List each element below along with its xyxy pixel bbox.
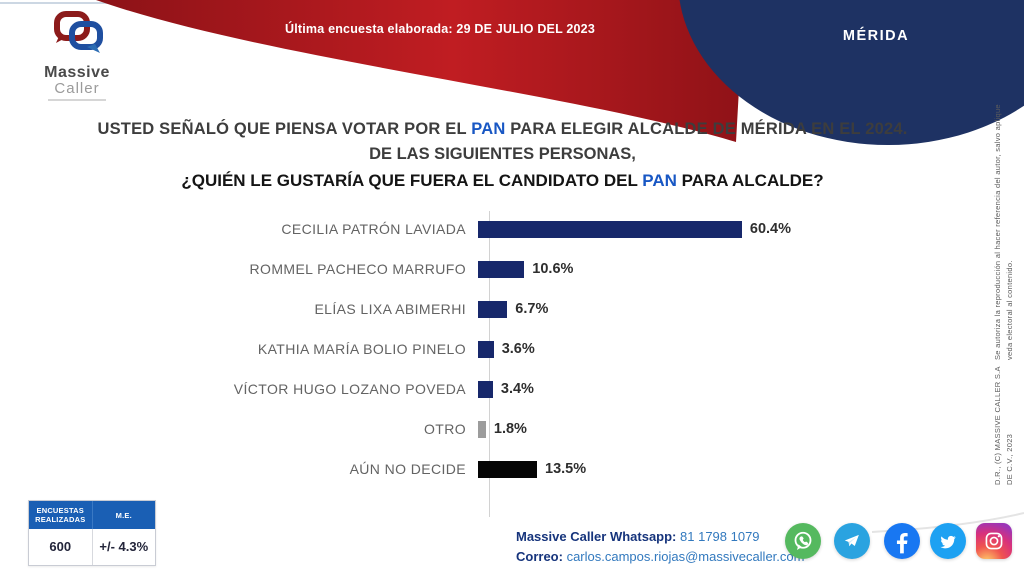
stats-header-margin-error: M.E. — [115, 510, 132, 520]
copyright-line: D.R., (C) MASSIVE CALLER S.A DE C.V., 20… — [993, 366, 1014, 485]
instagram-icon[interactable] — [976, 523, 1012, 559]
email-address[interactable]: carlos.campos.riojas@massivecaller.com — [566, 549, 805, 564]
twitter-icon[interactable] — [930, 523, 966, 559]
top-hairline — [0, 2, 1024, 4]
chart-row: AÚN NO DECIDE 13.5% — [148, 449, 868, 489]
chart-row: CECILIA PATRÓN LAVIADA 60.4% — [148, 209, 868, 249]
question-line-3: ¿QUIÉN LE GUSTARÍA QUE FUERA EL CANDIDAT… — [181, 171, 824, 190]
logo-text-massive: Massive — [44, 64, 110, 81]
logo-text-caller: Caller — [54, 80, 100, 97]
bar-value: 13.5% — [545, 461, 587, 477]
survey-question: USTED SEÑALÓ QUE PIENSA VOTAR POR EL PAN… — [35, 117, 970, 195]
whatsapp-icon[interactable] — [785, 523, 821, 559]
bar-value: 3.6% — [501, 341, 535, 357]
bar — [478, 260, 525, 278]
candidate-label: ELÍAS LIXA ABIMERHI — [314, 301, 466, 317]
stats-header-surveys: ENCUESTAS REALIZADAS — [29, 501, 93, 529]
bar — [478, 460, 537, 478]
bar — [478, 340, 494, 358]
contact-info: Massive Caller Whatsapp: 81 1798 1079 Co… — [516, 527, 804, 567]
logo-bubbles-icon — [54, 11, 103, 53]
chart-row: ROMMEL PACHECO MARRUFO 10.6% — [148, 249, 868, 289]
bar — [478, 380, 493, 398]
bar — [478, 420, 486, 438]
telegram-icon[interactable] — [834, 523, 870, 559]
chart-axis-line — [489, 211, 490, 517]
candidate-label: AÚN NO DECIDE — [349, 461, 466, 477]
facebook-icon[interactable] — [884, 523, 920, 559]
bar-value: 1.8% — [493, 421, 527, 437]
bar-value: 60.4% — [749, 221, 792, 237]
poll-bar-chart: CECILIA PATRÓN LAVIADA 60.4% ROMMEL PACH… — [148, 209, 868, 489]
bar — [478, 220, 742, 238]
pan-highlight: PAN — [642, 171, 677, 190]
whatsapp-line: Massive Caller Whatsapp: 81 1798 1079 — [516, 529, 760, 544]
question-line-1: USTED SEÑALÓ QUE PIENSA VOTAR POR EL PAN… — [97, 120, 908, 138]
bar-value: 3.4% — [500, 381, 534, 397]
copyright-vertical-text: D.R., (C) MASSIVE CALLER S.A DE C.V., 20… — [992, 100, 1016, 485]
disclaimer-line: Se autoriza la reproducción al hacer ref… — [993, 104, 1014, 361]
bar-value: 6.7% — [515, 301, 549, 317]
last-survey-banner: Última encuesta elaborada: 29 DE JULIO D… — [285, 22, 595, 36]
whatsapp-number[interactable]: 81 1798 1079 — [680, 529, 760, 544]
bar — [478, 300, 508, 318]
region-label: MÉRIDA — [842, 28, 910, 44]
massive-caller-logo: Massive Caller — [22, 10, 132, 101]
pan-highlight: PAN — [471, 120, 506, 138]
stats-value-surveys: 600 — [29, 529, 93, 565]
candidate-label: CECILIA PATRÓN LAVIADA — [281, 221, 466, 237]
chart-row: KATHIA MARÍA BOLIO PINELO 3.6% — [148, 329, 868, 369]
question-line-2: DE LAS SIGUIENTES PERSONAS, — [369, 145, 636, 163]
candidate-label: OTRO — [423, 421, 466, 437]
bar-value: 10.6% — [532, 261, 574, 277]
chart-row: OTRO 1.8% — [148, 409, 868, 449]
stats-value-margin-error: +/- 4.3% — [99, 539, 149, 554]
email-line: Correo: carlos.campos.riojas@massivecall… — [516, 549, 805, 564]
chart-row: VÍCTOR HUGO LOZANO POVEDA 3.4% — [148, 369, 868, 409]
chart-row: ELÍAS LIXA ABIMERHI 6.7% — [148, 289, 868, 329]
sample-stats-table: ENCUESTAS REALIZADAS M.E. 600 +/- 4.3% — [28, 500, 156, 566]
candidate-label: ROMMEL PACHECO MARRUFO — [249, 261, 466, 277]
logo-tagline — [48, 99, 106, 101]
candidate-label: VÍCTOR HUGO LOZANO POVEDA — [233, 381, 466, 397]
candidate-label: KATHIA MARÍA BOLIO PINELO — [257, 341, 466, 357]
